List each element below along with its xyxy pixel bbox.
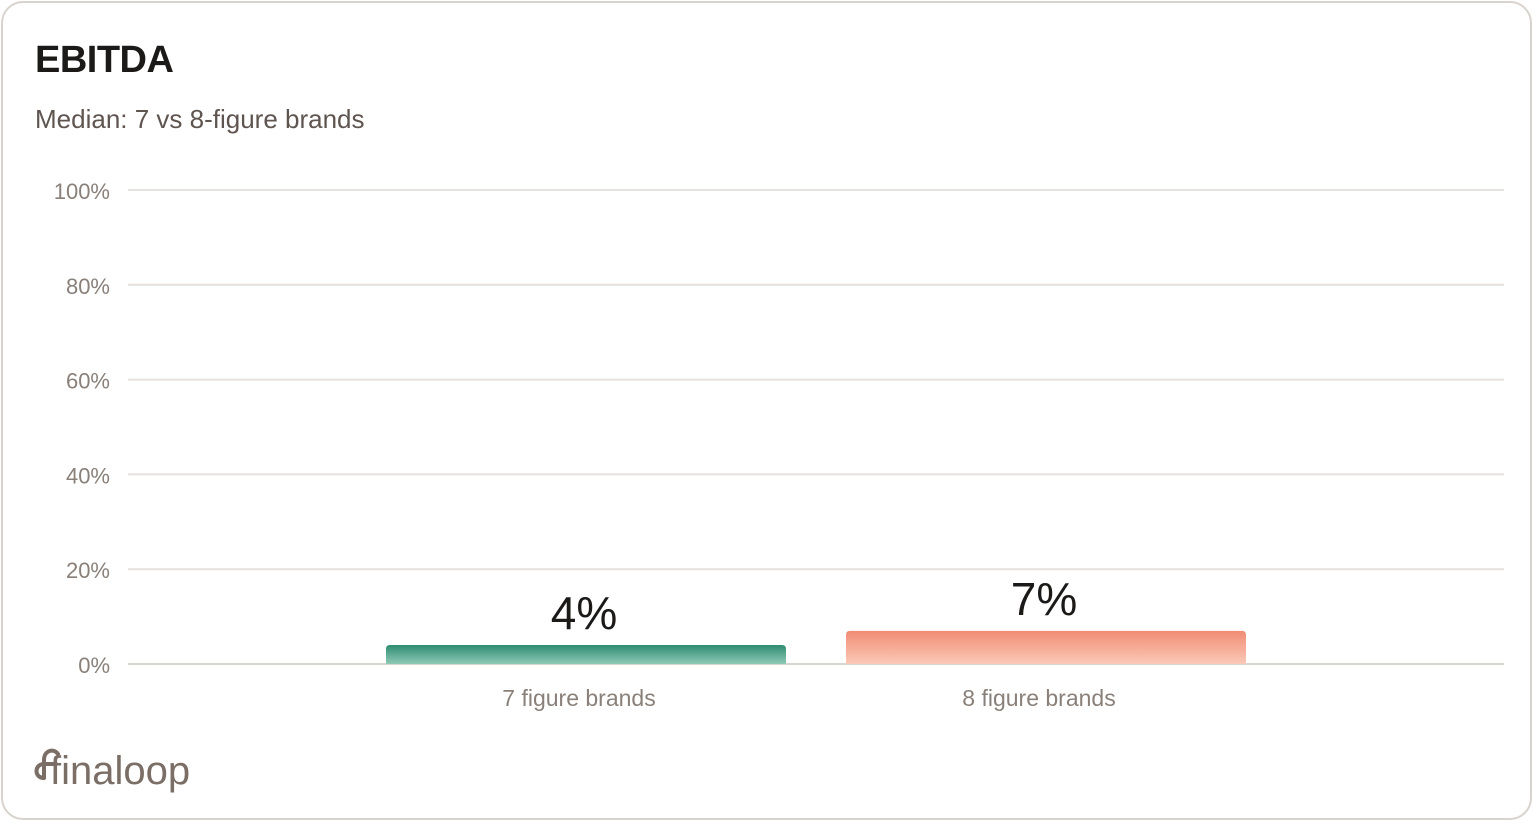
chart-title: EBITDA (35, 39, 174, 81)
x-tick-label: 8 figure brands (962, 685, 1115, 711)
bars (386, 630, 1246, 664)
y-tick-label: 80% (66, 274, 110, 299)
y-tick-label: 0% (78, 653, 110, 678)
y-tick-label: 40% (66, 463, 110, 488)
finaloop-logo: finaloop (34, 748, 190, 793)
y-tick-label: 100% (54, 179, 110, 204)
y-axis-ticks: 0% 20% 40% 60% 80% 100% (54, 179, 110, 678)
y-tick-label: 60% (66, 369, 110, 394)
bar-7-figure (386, 645, 786, 664)
grid-lines (128, 189, 1504, 665)
x-axis-ticks: 7 figure brands 8 figure brands (502, 685, 1115, 711)
chart-subtitle: Median: 7 vs 8-figure brands (35, 104, 365, 134)
data-labels: 4% 7% (551, 573, 1077, 639)
logo-wordmark: finaloop (50, 749, 190, 793)
x-tick-label: 7 figure brands (502, 685, 655, 711)
data-label: 7% (1011, 573, 1077, 625)
y-tick-label: 20% (66, 558, 110, 583)
bar-8-figure (846, 630, 1246, 664)
data-label: 4% (551, 587, 617, 639)
